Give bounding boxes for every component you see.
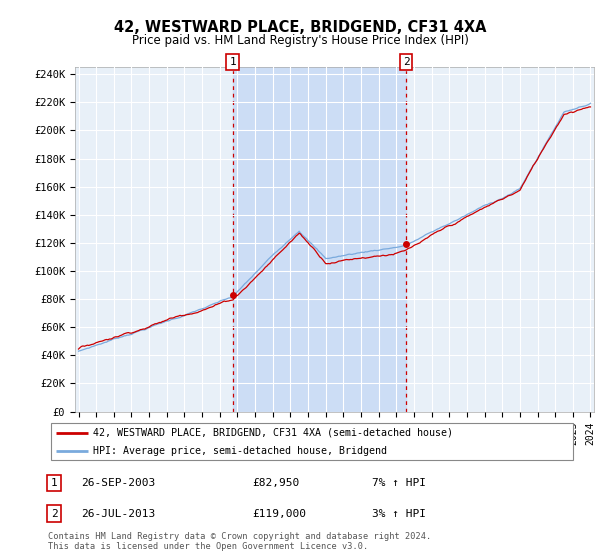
Text: 42, WESTWARD PLACE, BRIDGEND, CF31 4XA: 42, WESTWARD PLACE, BRIDGEND, CF31 4XA: [114, 20, 486, 35]
FancyBboxPatch shape: [50, 423, 574, 460]
Text: 1: 1: [50, 478, 58, 488]
Text: Contains HM Land Registry data © Crown copyright and database right 2024.
This d: Contains HM Land Registry data © Crown c…: [48, 532, 431, 552]
Text: £82,950: £82,950: [252, 478, 299, 488]
Text: 42, WESTWARD PLACE, BRIDGEND, CF31 4XA (semi-detached house): 42, WESTWARD PLACE, BRIDGEND, CF31 4XA (…: [93, 428, 453, 437]
Text: 26-SEP-2003: 26-SEP-2003: [81, 478, 155, 488]
Text: 26-JUL-2013: 26-JUL-2013: [81, 509, 155, 519]
Bar: [233, 67, 406, 412]
Text: £119,000: £119,000: [252, 509, 306, 519]
Text: 7% ↑ HPI: 7% ↑ HPI: [372, 478, 426, 488]
Text: 3% ↑ HPI: 3% ↑ HPI: [372, 509, 426, 519]
Text: 2: 2: [403, 57, 410, 67]
Text: 1: 1: [229, 57, 236, 67]
Text: Price paid vs. HM Land Registry's House Price Index (HPI): Price paid vs. HM Land Registry's House …: [131, 34, 469, 46]
Text: 2: 2: [50, 509, 58, 519]
Text: HPI: Average price, semi-detached house, Bridgend: HPI: Average price, semi-detached house,…: [93, 446, 387, 456]
